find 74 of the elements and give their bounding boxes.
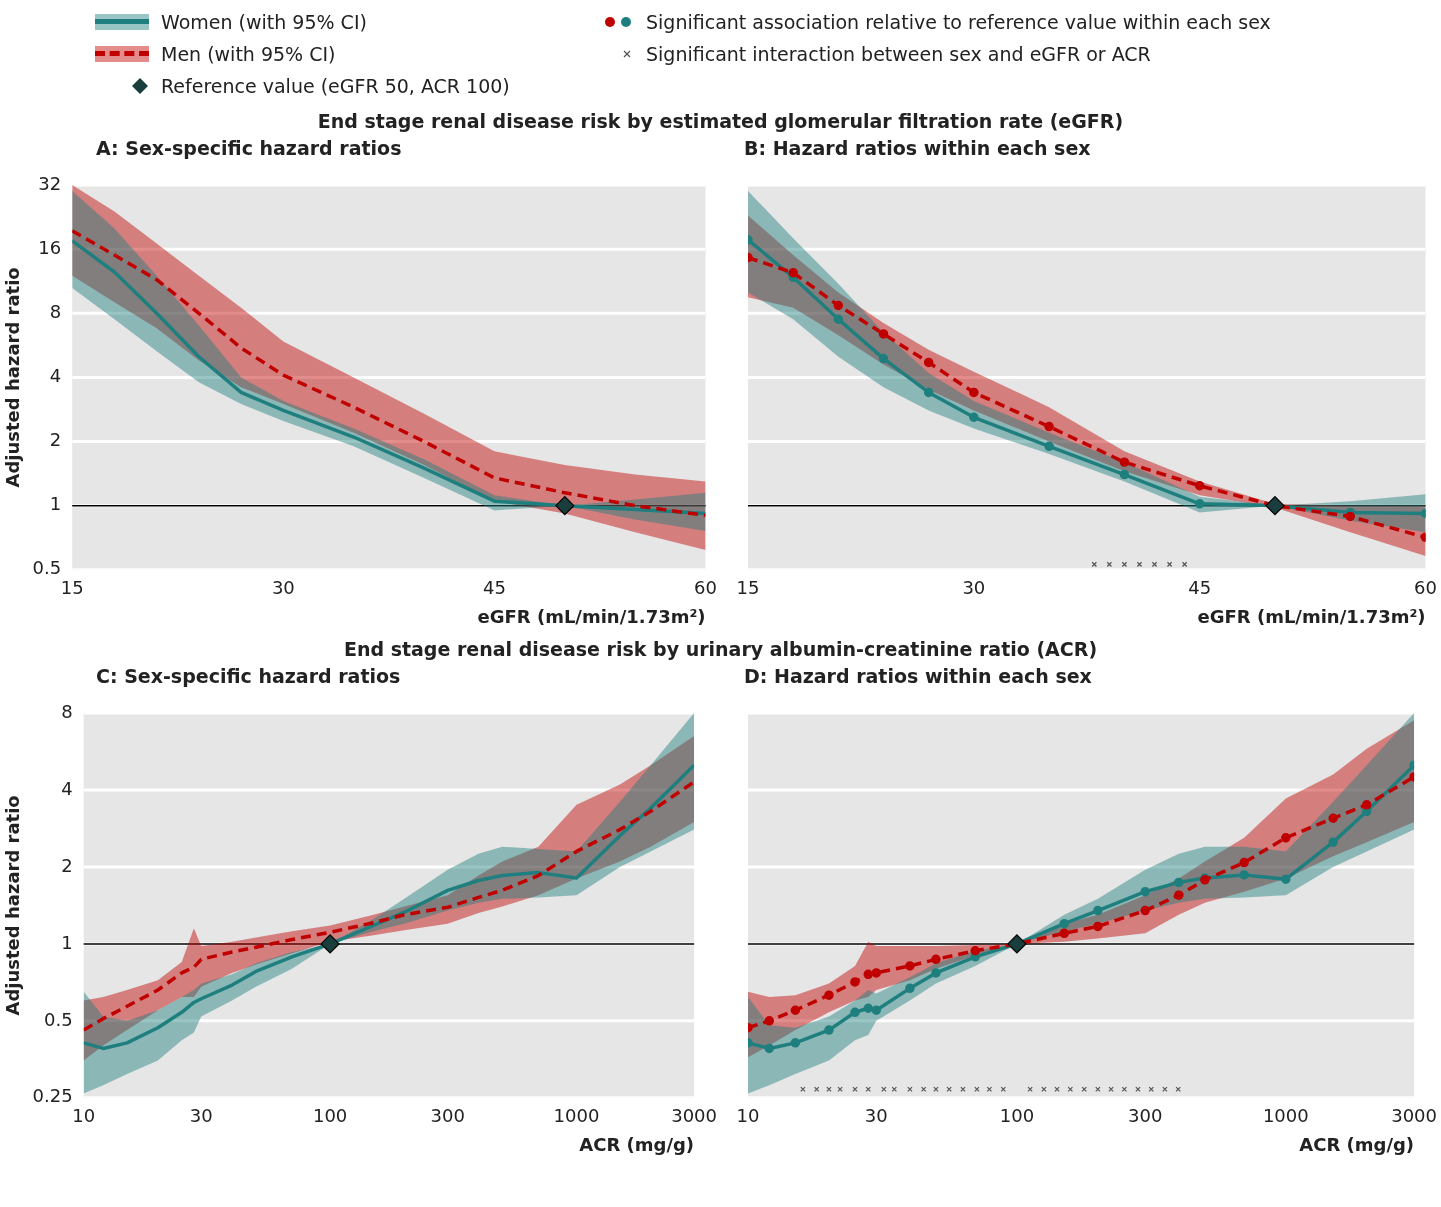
y-tick-label: 0.5 xyxy=(44,1008,73,1030)
point xyxy=(1119,457,1130,467)
x-tick-label: 15 xyxy=(736,577,760,599)
y-tick-label: 4 xyxy=(61,777,73,799)
y-tick-label: 2 xyxy=(61,854,73,876)
legend-label: Men (with 95% CI) xyxy=(161,43,336,65)
chart-subtitle: B: Hazard ratios within each sex xyxy=(743,137,1092,161)
point xyxy=(1194,499,1205,509)
point xyxy=(923,387,934,398)
x-tick-label: 10 xyxy=(736,1105,760,1127)
x-axis-title: eGFR (mL/min/1.73m²) xyxy=(1197,605,1426,627)
x-tick-label: 30 xyxy=(864,1105,888,1127)
y-axis-title: Adjusted hazard ratio xyxy=(2,267,24,488)
y-tick-label: 32 xyxy=(38,172,62,194)
point xyxy=(833,314,844,324)
x-tick-label: 15 xyxy=(60,577,84,599)
point xyxy=(1265,496,1285,516)
point xyxy=(1151,561,1158,568)
legend-label: Women (with 95% CI) xyxy=(161,11,367,33)
point xyxy=(788,267,798,278)
y-tick-label: 8 xyxy=(49,300,62,322)
point xyxy=(1091,561,1098,568)
x-tick-label: 3000 xyxy=(671,1105,717,1127)
point xyxy=(1345,511,1356,522)
y-tick-label: 8 xyxy=(61,700,73,722)
x-tick-label: 1000 xyxy=(553,1105,600,1127)
point xyxy=(1121,561,1128,568)
point xyxy=(878,329,889,339)
x-axis-title: ACR (mg/g) xyxy=(1299,1133,1415,1155)
y-tick-label: 4 xyxy=(49,365,62,387)
x-tick-label: 300 xyxy=(430,1105,465,1127)
y-tick-label: 16 xyxy=(38,236,62,258)
x-tick-label: 300 xyxy=(1128,1105,1163,1127)
point xyxy=(923,357,934,368)
point xyxy=(1044,441,1054,452)
point xyxy=(1194,481,1205,491)
x-axis-title: ACR (mg/g) xyxy=(579,1133,695,1155)
chart-subtitle: A: Sex-specific hazard ratios xyxy=(95,137,403,161)
point xyxy=(1181,561,1188,568)
x-tick-label: 45 xyxy=(482,577,506,599)
x-tick-label: 30 xyxy=(962,577,986,599)
y-axis-title: Adjusted hazard ratio xyxy=(2,795,24,1016)
x-tick-label: 60 xyxy=(1414,577,1437,599)
y-tick-label: 0.5 xyxy=(32,557,62,579)
x-tick-label: 100 xyxy=(312,1105,348,1127)
point xyxy=(969,412,979,423)
x-tick-label: 30 xyxy=(189,1105,213,1127)
legend-label: Reference value (eGFR 50, ACR 100) xyxy=(161,75,510,97)
y-tick-label: 2 xyxy=(49,429,62,451)
point xyxy=(833,300,844,311)
chart-subtitle: D: Hazard ratios within each sex xyxy=(743,665,1093,689)
y-tick-label: 1 xyxy=(61,931,73,953)
point xyxy=(878,353,889,364)
x-tick-label: 3000 xyxy=(1391,1105,1437,1127)
point xyxy=(1106,561,1113,568)
x-tick-label: 60 xyxy=(694,577,717,599)
x-axis-title: eGFR (mL/min/1.73m²) xyxy=(477,605,706,627)
chart-title: End stage renal disease risk by urinary albumin-creatinine ratio (ACR) xyxy=(342,637,1099,662)
x-tick-label: 10 xyxy=(72,1105,96,1127)
x-tick-label: 30 xyxy=(271,577,295,599)
legend-label: Significant association relative to reference value within each sex xyxy=(646,11,1271,33)
y-tick-label: 1 xyxy=(49,493,62,515)
x-tick-label: 100 xyxy=(999,1105,1035,1127)
x-tick-label: 45 xyxy=(1188,577,1212,599)
point xyxy=(1166,561,1173,568)
point xyxy=(1119,469,1130,480)
point xyxy=(1044,421,1054,432)
x-tick-label: 1000 xyxy=(1262,1105,1309,1127)
y-tick-label: 0.25 xyxy=(32,1085,73,1107)
legend-label: Significant interaction between sex and eGFR or ACR xyxy=(646,43,1151,65)
point xyxy=(969,387,979,398)
chart-title: End stage renal disease risk by estimated glomerular filtration rate (eGFR) xyxy=(316,109,1125,134)
point xyxy=(1136,561,1143,568)
chart-subtitle: C: Sex-specific hazard ratios xyxy=(95,665,402,689)
